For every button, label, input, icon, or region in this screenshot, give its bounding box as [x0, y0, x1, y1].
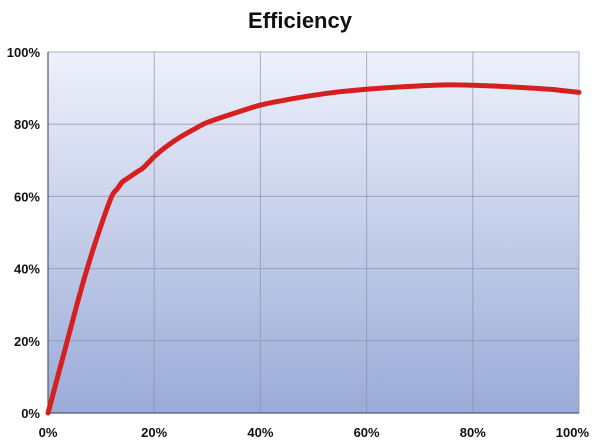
data-point [550, 87, 555, 92]
data-point [120, 179, 125, 184]
data-point [523, 85, 528, 90]
x-tick-label: 40% [247, 425, 273, 440]
data-point [109, 194, 114, 199]
x-tick-label: 100% [556, 425, 590, 440]
data-point [311, 93, 316, 98]
x-tick-label: 0% [39, 425, 58, 440]
data-point [470, 83, 475, 88]
grid-lines [48, 51, 580, 413]
data-point [231, 111, 236, 116]
data-point [141, 165, 146, 170]
data-point [88, 255, 93, 260]
y-tick-label: 20% [14, 334, 40, 349]
data-point [577, 90, 582, 95]
y-tick-label: 40% [14, 262, 40, 277]
data-point [56, 371, 61, 376]
axes [47, 52, 579, 414]
data-point [77, 291, 82, 296]
data-point [115, 187, 120, 192]
data-point [258, 103, 263, 108]
data-point [284, 97, 289, 102]
x-tick-label: 80% [460, 425, 486, 440]
y-tick-label: 80% [14, 117, 40, 132]
data-point [444, 82, 449, 87]
efficiency-series-line [45, 82, 582, 416]
data-point [194, 125, 199, 130]
data-point [162, 145, 167, 150]
data-point [125, 176, 130, 181]
data-point [391, 85, 396, 90]
x-tick-label: 20% [141, 425, 167, 440]
data-point [497, 84, 502, 89]
y-tick-label: 0% [21, 406, 40, 421]
data-point [364, 87, 369, 92]
data-point [338, 89, 343, 94]
x-tick-label: 60% [354, 425, 380, 440]
data-point [152, 154, 157, 159]
data-point [67, 331, 72, 336]
y-tick-label: 60% [14, 189, 40, 204]
y-tick-label: 100% [7, 45, 41, 60]
data-point [205, 120, 210, 125]
x-tick-labels: 0% 20% 40% 60% 80% 100% [39, 425, 590, 440]
data-point [136, 169, 141, 174]
y-tick-labels: 0% 20% 40% 60% 80% 100% [7, 45, 41, 421]
data-point [417, 83, 422, 88]
chart-title: Efficiency [248, 8, 352, 33]
data-point [178, 134, 183, 139]
data-point [46, 411, 51, 416]
series-layer [45, 82, 582, 416]
data-point [99, 223, 104, 228]
plot-area [48, 52, 579, 413]
